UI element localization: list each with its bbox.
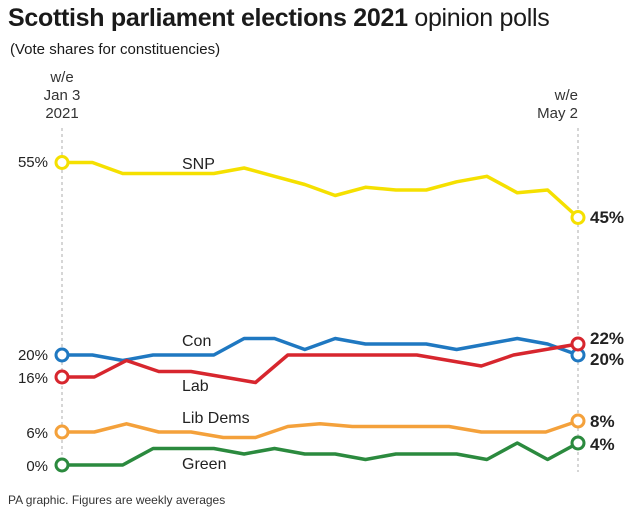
lab-end-label: 22% xyxy=(590,329,624,348)
chart-title: Scottish parliament elections 2021 opini… xyxy=(8,4,550,33)
snp-series-line xyxy=(60,160,580,220)
green-start-label: 0% xyxy=(26,458,48,475)
libdem-start-label: 6% xyxy=(26,425,48,442)
snp-start-label: 55% xyxy=(18,154,48,171)
lab-end-marker xyxy=(570,336,586,352)
chart-subtitle: (Vote shares for constituencies) xyxy=(10,41,221,58)
con-series-line xyxy=(60,336,580,363)
con-start-label: 20% xyxy=(18,347,48,364)
libdem-end-label: 8% xyxy=(590,412,615,431)
green-end-marker xyxy=(570,435,586,451)
footer-note: PA graphic. Figures are weekly averages xyxy=(8,493,226,507)
con-end-label: 20% xyxy=(590,350,624,369)
x-start-label-line1: w/e xyxy=(49,69,73,86)
x-start-label-line3: 2021 xyxy=(45,105,78,122)
lib-dems-series-line xyxy=(60,419,580,440)
con-series-label: Con xyxy=(182,333,211,350)
green-start-marker xyxy=(54,457,70,473)
series-layer xyxy=(54,155,586,473)
lib-dems-start-marker xyxy=(54,424,70,440)
snp-series-label: SNP xyxy=(182,156,215,173)
snp-end-marker xyxy=(570,210,586,225)
green-series-label: Green xyxy=(182,456,226,473)
snp-end-label: 45% xyxy=(590,208,624,227)
lab-start-marker xyxy=(54,369,70,385)
lib-dems-end-marker xyxy=(570,413,586,429)
con-start-marker xyxy=(54,347,70,363)
title-bold: Scottish parliament elections 2021 xyxy=(8,4,408,32)
green-series-line xyxy=(60,441,580,467)
x-end-label-line1: w/e xyxy=(554,87,578,104)
lab-series-label: Lab xyxy=(182,378,209,395)
x-end-label-line2: May 2 xyxy=(537,105,578,122)
snp-start-marker xyxy=(54,155,70,170)
lab-series-line xyxy=(60,342,580,385)
libdem-series-label: Lib Dems xyxy=(182,410,250,427)
lab-start-label: 16% xyxy=(18,370,48,387)
x-start-label-line2: Jan 3 xyxy=(44,87,81,104)
title-rest: opinion polls xyxy=(414,4,550,32)
green-end-label: 4% xyxy=(590,435,615,454)
